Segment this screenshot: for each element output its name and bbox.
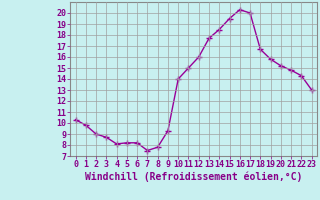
X-axis label: Windchill (Refroidissement éolien,°C): Windchill (Refroidissement éolien,°C)	[85, 172, 302, 182]
